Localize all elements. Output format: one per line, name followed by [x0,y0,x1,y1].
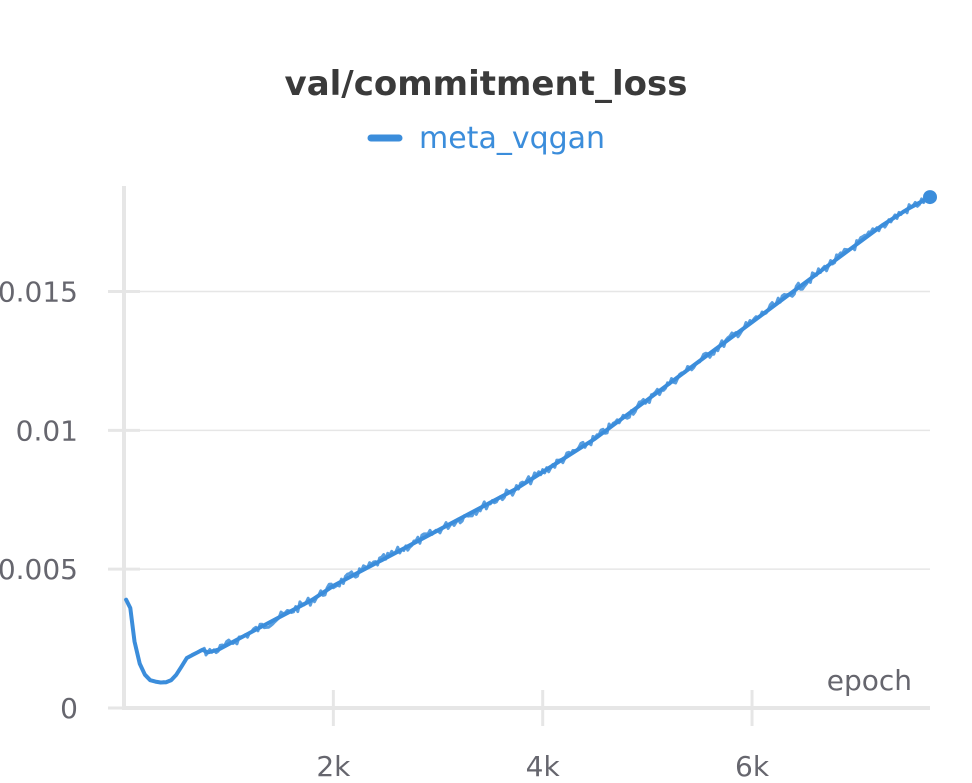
series-line-meta-vqgan [124,195,932,685]
series [124,190,937,685]
legend-label: meta_vqgan [419,121,605,156]
grid [124,290,930,570]
legend: meta_vqgan [367,121,605,156]
series-line-meta-vqgan-noise [124,194,931,685]
x-axis-label: epoch [827,664,912,697]
x-tick-label: 2k [316,750,351,783]
x-tick-label: 6k [735,750,770,783]
y-tick-label: 0.01 [16,414,78,447]
y-tick-label: 0.005 [0,553,78,586]
axes [108,186,930,726]
chart-title: val/commitment_loss [285,64,688,104]
series-endpoint-marker [923,190,937,205]
y-tick-label: 0.015 [0,276,78,309]
tick-labels: 0 0.005 0.01 0.015 2k 4k 6k [0,276,770,783]
y-tick-label: 0 [60,692,78,725]
x-tick-label: 4k [526,750,561,783]
